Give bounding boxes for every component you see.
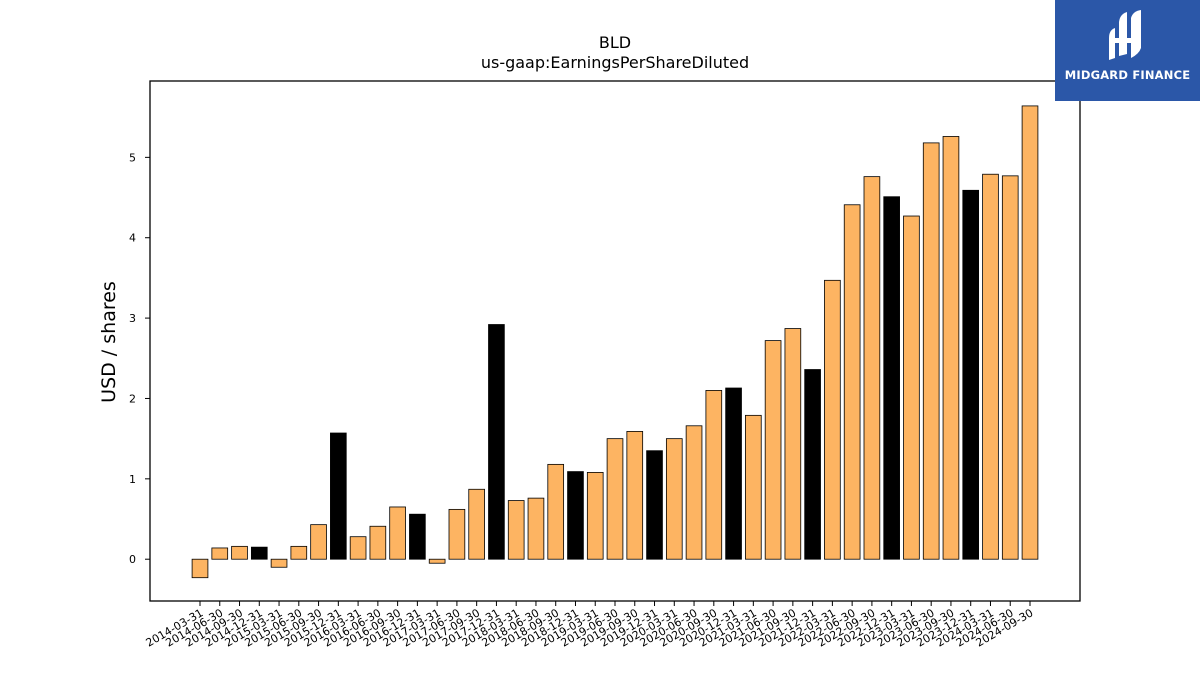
plot-frame — [149, 80, 1081, 602]
bar-2017-09-30 — [468, 488, 485, 560]
bar-2016-09-30 — [389, 506, 406, 560]
bar-2021-12-31 — [804, 369, 821, 560]
bar-2015-06-30 — [290, 545, 308, 560]
bar-2015-12-31 — [330, 432, 347, 560]
bar-2019-12-31 — [646, 450, 663, 560]
bar-2023-12-31 — [962, 189, 980, 560]
bar-2024-06-30 — [1001, 175, 1019, 560]
bar-2017-12-31 — [488, 324, 505, 560]
bar-2021-06-30 — [764, 340, 782, 560]
bar-2023-09-30 — [942, 136, 960, 560]
bar-2023-03-31 — [903, 215, 920, 560]
y-axis-label: USD / shares — [98, 281, 120, 403]
bar-2019-03-31 — [586, 472, 604, 560]
bar-2018-09-30 — [547, 463, 565, 560]
bar-2021-03-31 — [745, 414, 762, 560]
bar-2022-12-31 — [883, 196, 900, 560]
bar-2020-03-31 — [665, 438, 683, 560]
bar-2016-06-30 — [369, 525, 387, 560]
logo-text: MIDGARD FINANCE — [1064, 68, 1191, 82]
bar-2019-09-30 — [626, 431, 644, 560]
bar-2024-03-31 — [982, 173, 999, 560]
bars-group — [191, 105, 1039, 579]
bar-2022-03-31 — [824, 279, 841, 560]
y-tick-label: 0 — [129, 553, 136, 566]
chart-subtitle: us-gaap:EarningsPerShareDiluted — [481, 53, 749, 72]
bar-2014-12-31 — [250, 546, 268, 560]
bar-2017-03-31 — [428, 558, 446, 564]
midgard-finance-logo: MIDGARD FINANCE — [1055, 0, 1200, 101]
bar-2020-06-30 — [685, 425, 703, 560]
bar-2017-06-30 — [448, 508, 466, 560]
bar-2023-06-30 — [922, 142, 940, 560]
bar-2021-09-30 — [784, 328, 802, 560]
bar-2024-09-30 — [1021, 105, 1039, 560]
bar-2022-06-30 — [843, 204, 861, 560]
bar-2018-06-30 — [527, 497, 545, 560]
bar-2015-09-30 — [310, 524, 327, 560]
bar-2016-03-31 — [349, 536, 367, 560]
bar-2022-09-30 — [863, 176, 881, 560]
y-tick-label: 3 — [129, 312, 136, 325]
y-tick-label: 1 — [129, 473, 136, 486]
bar-2019-06-30 — [606, 438, 624, 560]
x-axis-ticks: 2014-03-312014-06-302014-09-302014-12-31… — [144, 601, 1036, 650]
bar-2018-03-31 — [507, 500, 525, 560]
bar-2015-03-31 — [270, 558, 288, 568]
bar-2014-03-31 — [191, 558, 209, 579]
midgard-logo-icon — [1109, 10, 1141, 60]
bar-2020-12-31 — [725, 387, 742, 560]
bar-2016-12-31 — [409, 513, 426, 560]
chart-title: BLD — [599, 33, 631, 52]
bar-2014-09-30 — [231, 545, 248, 560]
y-tick-label: 2 — [129, 392, 136, 405]
bar-2020-09-30 — [705, 390, 723, 560]
y-tick-label: 5 — [129, 151, 136, 164]
bar-2014-06-30 — [211, 547, 229, 560]
y-tick-label: 4 — [129, 232, 136, 245]
bar-2018-12-31 — [567, 471, 584, 560]
y-axis-ticks: 0 1 2 3 4 5 — [129, 151, 150, 566]
